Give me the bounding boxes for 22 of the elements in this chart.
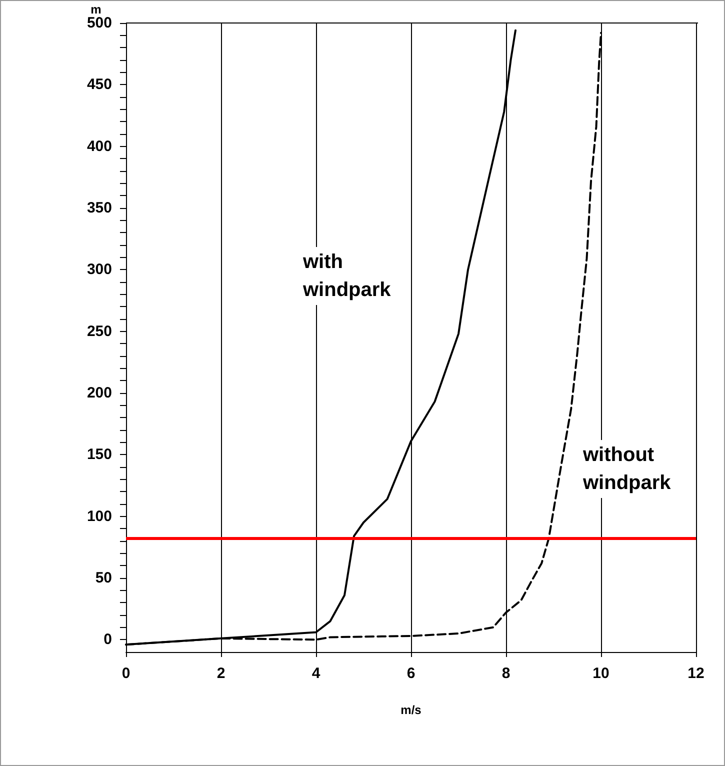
y-tick-label: 150: [86, 446, 112, 464]
y-tick-label: 250: [86, 322, 112, 340]
y-tick-label: 350: [86, 200, 112, 216]
y-tick-label: 400: [86, 138, 112, 155]
x-tick-label: 12: [688, 665, 704, 682]
x-tick-label: 2: [216, 665, 226, 682]
x-tick-label: 6: [406, 665, 416, 682]
y-tick-label: 300: [86, 261, 112, 278]
x-tick-label: 10: [592, 665, 610, 682]
annotation: without windpark: [582, 444, 672, 494]
y-tick-label: 500: [86, 14, 112, 32]
y-tick-label: 0: [104, 631, 112, 648]
y-axis-title: m: [90, 2, 102, 17]
y-tick-label: 100: [86, 508, 112, 525]
y-tick-label: 50: [95, 570, 112, 586]
annotation: with windpark: [302, 251, 392, 301]
x-tick-label: 8: [502, 665, 510, 682]
x-axis-title: m/s: [400, 703, 422, 717]
x-tick-label: 4: [312, 665, 321, 682]
y-tick-label: 200: [86, 384, 112, 402]
y-tick-label: 450: [86, 76, 112, 94]
x-tick-label: 0: [122, 665, 130, 682]
